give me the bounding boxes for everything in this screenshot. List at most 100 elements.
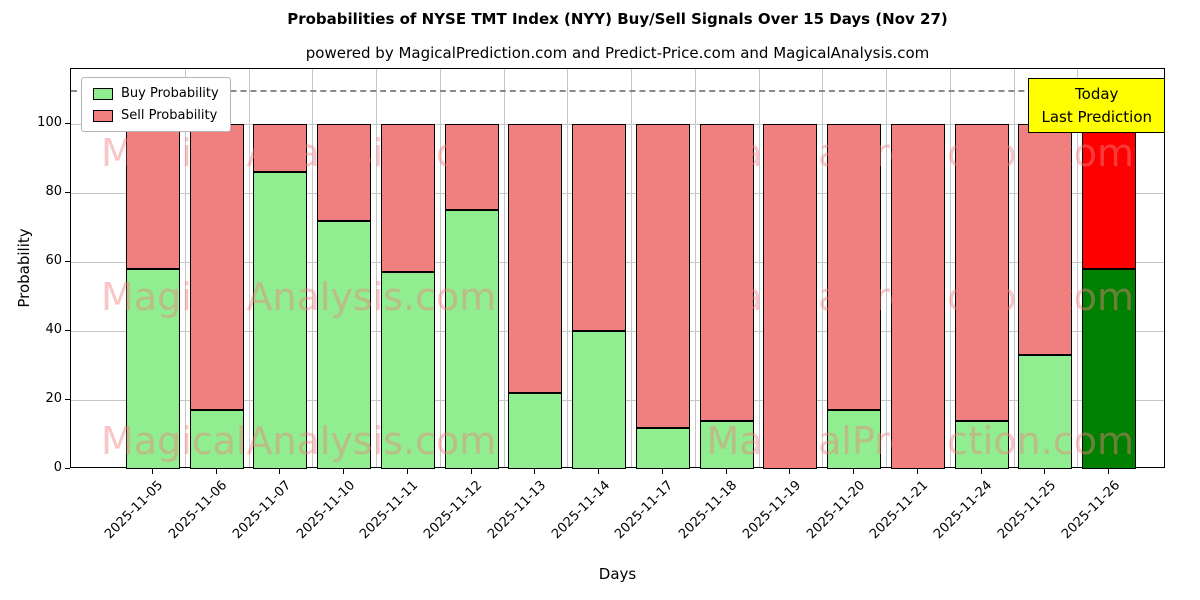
y-tick-label: 40: [45, 322, 62, 338]
x-tick-label: 2025-11-24: [931, 478, 996, 543]
bar-buy-segment: [954, 420, 1009, 469]
x-tick-label: 2025-11-25: [994, 478, 1059, 543]
y-tick-label: 80: [45, 184, 62, 200]
bar-buy-segment: [572, 331, 627, 469]
y-tick-label: 20: [45, 391, 62, 407]
bar-sell-segment: [125, 124, 180, 269]
y-tick-label: 60: [45, 253, 62, 269]
bar-sell-segment: [380, 124, 435, 273]
buy-probability-swatch-icon: [93, 87, 113, 100]
bar-sell-segment: [827, 124, 882, 411]
x-tick-label: 2025-11-18: [676, 478, 741, 543]
legend-buy-label: Buy Probability: [121, 86, 219, 101]
x-gridline: [248, 69, 250, 467]
x-tick-label: 2025-11-10: [293, 478, 358, 543]
x-gridline: [631, 69, 632, 467]
x-tick-label: 2025-11-26: [1058, 478, 1123, 543]
bar-buy-segment: [444, 210, 499, 469]
chart-subtitle: powered by MagicalPrediction.com and Pre…: [305, 44, 930, 62]
x-gridline: [184, 69, 186, 467]
today-annotation-line2: Last Prediction: [1041, 107, 1152, 126]
x-tick-label: 2025-11-06: [166, 478, 231, 543]
threshold-dashed-line: [71, 89, 1164, 92]
x-tick-label: 2025-11-17: [612, 478, 677, 543]
x-gridline: [758, 69, 760, 467]
bar-buy-segment: [380, 272, 435, 469]
sell-probability-swatch-icon: [93, 109, 113, 122]
bar-buy-segment: [189, 410, 244, 469]
x-tick-label: 2025-11-11: [357, 478, 422, 543]
bar-buy-segment: [317, 220, 372, 469]
today-annotation: Today Last Prediction: [1028, 78, 1165, 133]
bar-sell-segment: [635, 124, 690, 428]
bar-buy-segment: [508, 393, 563, 469]
x-tick-label: 2025-11-13: [484, 478, 549, 543]
x-tick-mark: [470, 469, 472, 474]
bar-sell-segment: [444, 124, 499, 211]
bar-sell-segment: [189, 124, 244, 411]
x-tick-mark: [916, 469, 918, 474]
bar-sell-segment: [572, 124, 627, 332]
x-gridline: [1077, 69, 1079, 467]
y-tick-label: 100: [37, 115, 62, 131]
plot-area: MagicalAnalysis.com MagicalPrediction.com…: [70, 68, 1165, 469]
bar-sell-segment: [890, 124, 945, 469]
legend-item-buy: Buy Probability: [93, 86, 219, 101]
y-tick-mark: [65, 330, 70, 332]
x-tick-label: 2025-11-12: [421, 478, 486, 543]
x-gridline: [567, 69, 569, 467]
x-tick-mark: [279, 469, 281, 474]
y-tick-mark: [65, 261, 70, 263]
y-tick-mark: [65, 468, 70, 469]
x-tick-mark: [1108, 469, 1110, 474]
bars-layer: [71, 69, 1164, 469]
x-gridline: [949, 69, 951, 467]
x-tick-mark: [853, 469, 855, 474]
chart-title: Probabilities of NYSE TMT Index (NYY) Bu…: [287, 10, 948, 28]
y-tick-mark: [65, 123, 70, 125]
bar-buy-segment: [635, 427, 690, 469]
x-tick-mark: [343, 469, 345, 474]
x-tick-mark: [215, 469, 217, 474]
y-tick-mark: [65, 399, 70, 401]
bar-sell-segment: [699, 124, 754, 421]
legend-item-sell: Sell Probability: [93, 108, 219, 123]
legend: Buy Probability Sell Probability: [81, 77, 231, 132]
x-tick-mark: [1044, 469, 1046, 474]
x-tick-mark: [598, 469, 600, 474]
bar-sell-segment: [508, 124, 563, 394]
bar-buy-segment: [827, 410, 882, 469]
x-gridline: [694, 69, 696, 467]
x-axis-label: Days: [598, 565, 637, 583]
x-tick-label: 2025-11-05: [102, 478, 167, 543]
x-gridline: [822, 69, 824, 467]
bar-sell-segment: [954, 124, 1009, 421]
x-tick-label: 2025-11-07: [229, 478, 294, 543]
x-gridline: [439, 69, 441, 467]
x-gridline: [886, 69, 887, 467]
bar-buy-segment: [699, 420, 754, 469]
x-tick-label: 2025-11-20: [803, 478, 868, 543]
bar-sell-segment: [1018, 124, 1073, 356]
bar-sell-segment: [763, 124, 818, 469]
x-tick-label: 2025-11-21: [867, 478, 932, 543]
x-gridline: [312, 69, 314, 467]
y-tick-mark: [65, 192, 70, 194]
bar-buy-segment: [1082, 269, 1137, 469]
bar-sell-segment: [317, 124, 372, 221]
legend-sell-label: Sell Probability: [121, 108, 218, 123]
bar-buy-segment: [1018, 355, 1073, 469]
today-annotation-line1: Today: [1075, 85, 1119, 103]
x-tick-mark: [151, 469, 153, 474]
x-tick-mark: [534, 469, 536, 474]
x-tick-label: 2025-11-19: [739, 478, 804, 543]
x-tick-mark: [980, 469, 982, 474]
x-tick-mark: [661, 469, 663, 474]
x-tick-mark: [725, 469, 727, 474]
x-gridline: [1013, 69, 1015, 467]
y-tick-label: 0: [53, 460, 62, 475]
x-tick-mark: [789, 469, 791, 474]
x-tick-label: 2025-11-14: [548, 478, 613, 543]
x-gridline: [376, 69, 377, 467]
